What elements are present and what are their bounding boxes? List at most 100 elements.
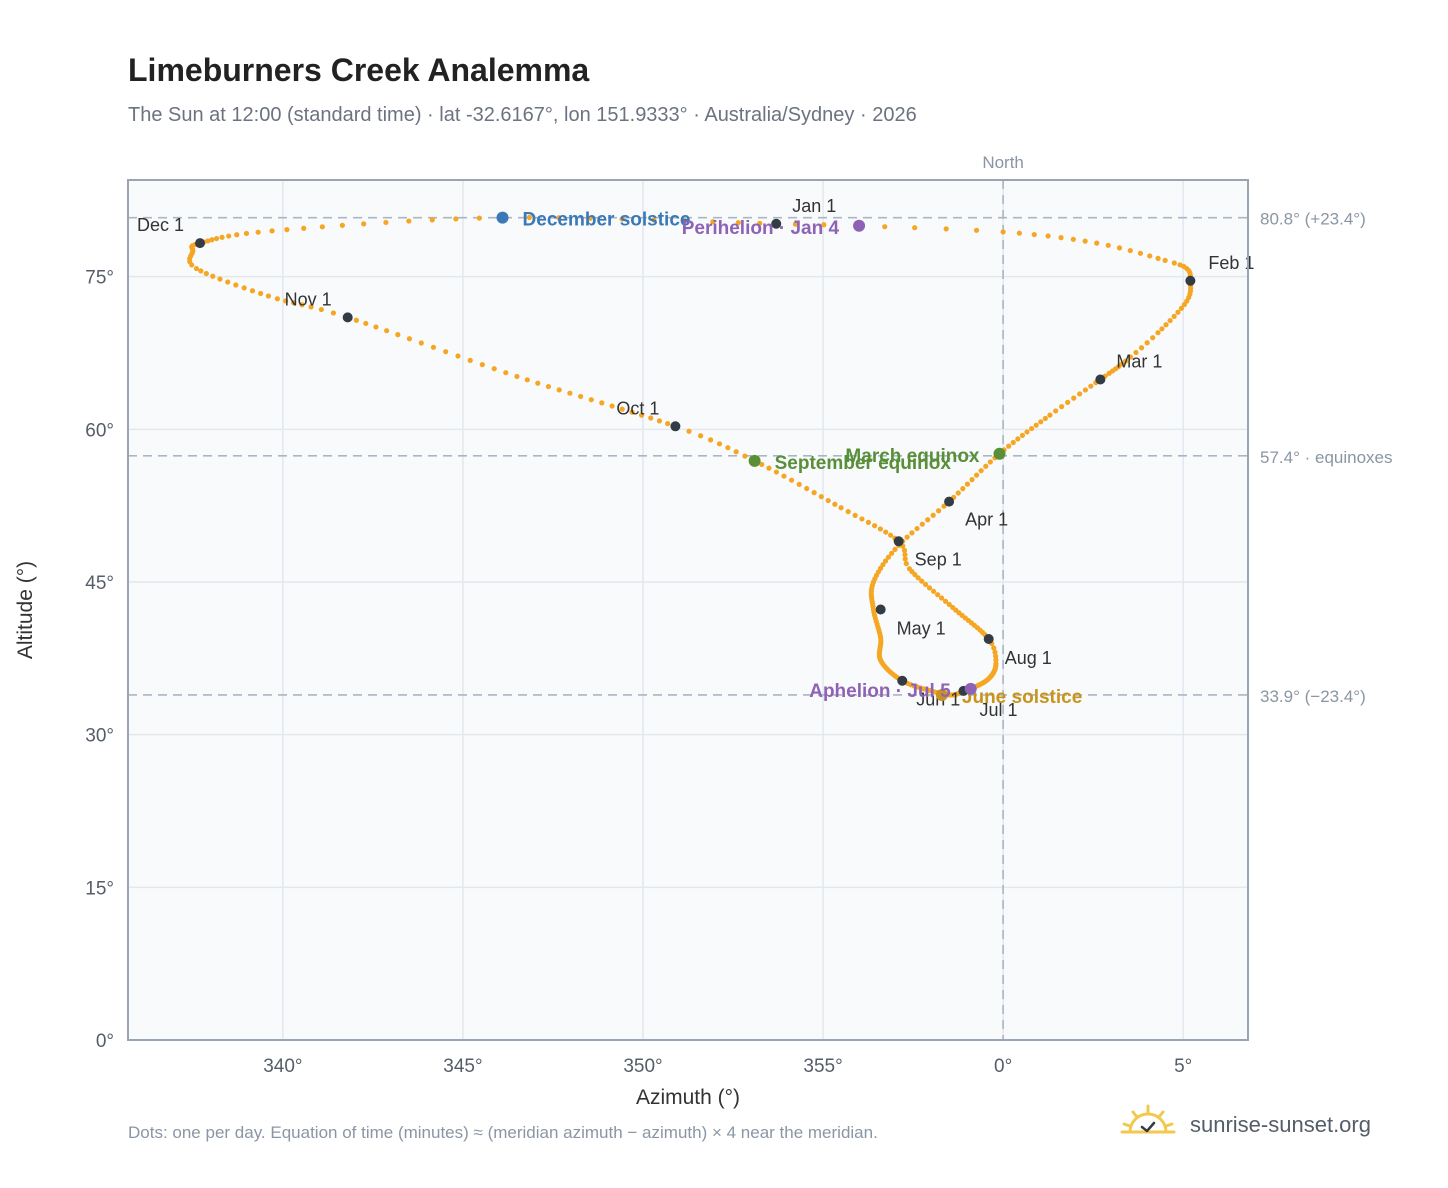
day-dot bbox=[1082, 387, 1089, 393]
day-dot bbox=[978, 468, 984, 474]
day-dot bbox=[1082, 238, 1088, 244]
day-dot bbox=[210, 273, 216, 279]
reference-line-label: 80.8° (+23.4°) bbox=[1260, 210, 1366, 229]
reference-line-label: 33.9° (−23.4°) bbox=[1260, 687, 1366, 706]
day-dot bbox=[914, 525, 920, 532]
day-dot bbox=[1147, 253, 1153, 259]
grid-lines bbox=[128, 180, 1248, 1040]
chart-title: Limeburners Creek Analemma bbox=[128, 52, 590, 88]
day-dot bbox=[1116, 245, 1123, 251]
day-dot bbox=[491, 366, 497, 372]
day-dot bbox=[871, 523, 878, 529]
day-dot bbox=[535, 380, 541, 386]
meridian-label: North bbox=[982, 153, 1024, 172]
day-dot bbox=[406, 336, 413, 342]
day-dot bbox=[269, 228, 275, 234]
brand-logo[interactable]: sunrise-sunset.org bbox=[1120, 1102, 1390, 1146]
y-tick-label: 30° bbox=[85, 726, 114, 747]
day-dot bbox=[1000, 229, 1006, 235]
day-dot bbox=[243, 230, 250, 237]
day-dot bbox=[935, 592, 941, 598]
day-dot bbox=[811, 490, 817, 496]
day-dot bbox=[1058, 235, 1064, 241]
y-tick-label: 60° bbox=[85, 420, 114, 441]
day-dot bbox=[203, 270, 209, 277]
day-dot bbox=[556, 215, 562, 221]
x-tick-label: 5° bbox=[1174, 1056, 1192, 1077]
day-dot bbox=[983, 463, 989, 469]
day-dot bbox=[639, 412, 645, 418]
day-dot bbox=[882, 224, 888, 230]
day-dot bbox=[225, 279, 231, 285]
event-label: September equinox bbox=[775, 453, 952, 474]
day-dot bbox=[361, 221, 367, 227]
reference-lines: 80.8° (+23.4°) 57.4° · equinoxes 33.9° (−2… bbox=[128, 210, 1393, 706]
day-dot bbox=[198, 268, 204, 274]
event-dot bbox=[748, 454, 761, 467]
month-label: Jan 1 bbox=[792, 196, 836, 216]
day-dot bbox=[524, 377, 530, 383]
day-dot bbox=[308, 304, 314, 310]
month-label: Oct 1 bbox=[616, 398, 659, 418]
day-dot bbox=[742, 453, 748, 459]
day-dot bbox=[757, 220, 763, 226]
day-dot bbox=[902, 556, 908, 562]
day-dot bbox=[941, 503, 947, 509]
day-dot bbox=[479, 362, 485, 368]
day-dot bbox=[906, 566, 913, 572]
day-dot bbox=[892, 546, 898, 552]
day-dot bbox=[930, 588, 937, 594]
day-dot bbox=[1031, 231, 1037, 238]
day-dot bbox=[1150, 335, 1156, 341]
day-dot bbox=[1144, 340, 1150, 346]
day-dot bbox=[1122, 358, 1129, 364]
day-dot bbox=[430, 344, 437, 350]
day-dot bbox=[1171, 313, 1177, 319]
day-dot bbox=[1053, 408, 1059, 414]
day-dot bbox=[991, 645, 997, 651]
day-dot bbox=[265, 293, 272, 299]
day-dot bbox=[476, 215, 482, 221]
day-dot bbox=[1094, 240, 1100, 246]
day-dot bbox=[209, 237, 215, 243]
event-dot bbox=[496, 211, 509, 224]
day-dot bbox=[973, 227, 980, 233]
day-dot bbox=[1024, 429, 1030, 435]
x-tick-label: 340° bbox=[263, 1056, 302, 1077]
day-dot bbox=[909, 530, 915, 536]
y-axis-title: Altitude (°) bbox=[14, 561, 37, 659]
day-dot bbox=[1137, 250, 1144, 256]
day-dot bbox=[925, 517, 931, 523]
day-dot bbox=[852, 512, 858, 518]
day-dot bbox=[395, 332, 401, 338]
day-dot bbox=[1155, 255, 1161, 261]
day-dot bbox=[825, 497, 831, 504]
day-dot bbox=[1077, 391, 1083, 397]
day-dot bbox=[1138, 345, 1145, 351]
day-dot bbox=[1159, 326, 1165, 332]
month-label: Nov 1 bbox=[285, 289, 332, 309]
day-dot bbox=[930, 512, 936, 518]
day-dot bbox=[1016, 230, 1022, 236]
day-dot bbox=[889, 550, 895, 556]
month-dot bbox=[670, 421, 681, 432]
day-dot bbox=[503, 370, 509, 376]
day-dot bbox=[255, 229, 261, 235]
day-dot bbox=[1038, 419, 1044, 425]
day-dot bbox=[353, 317, 359, 323]
day-dot bbox=[455, 353, 461, 359]
y-tick-label: 45° bbox=[85, 573, 114, 594]
day-dot bbox=[301, 225, 307, 231]
day-dot bbox=[885, 554, 892, 560]
day-dot bbox=[665, 421, 671, 427]
day-dot bbox=[915, 575, 921, 581]
day-dot bbox=[926, 585, 933, 591]
x-tick-label: 350° bbox=[623, 1056, 662, 1077]
day-dot bbox=[1162, 257, 1168, 264]
day-dot bbox=[946, 601, 952, 608]
month-dot bbox=[875, 604, 886, 615]
day-dot bbox=[443, 349, 449, 355]
day-dot bbox=[725, 445, 731, 451]
